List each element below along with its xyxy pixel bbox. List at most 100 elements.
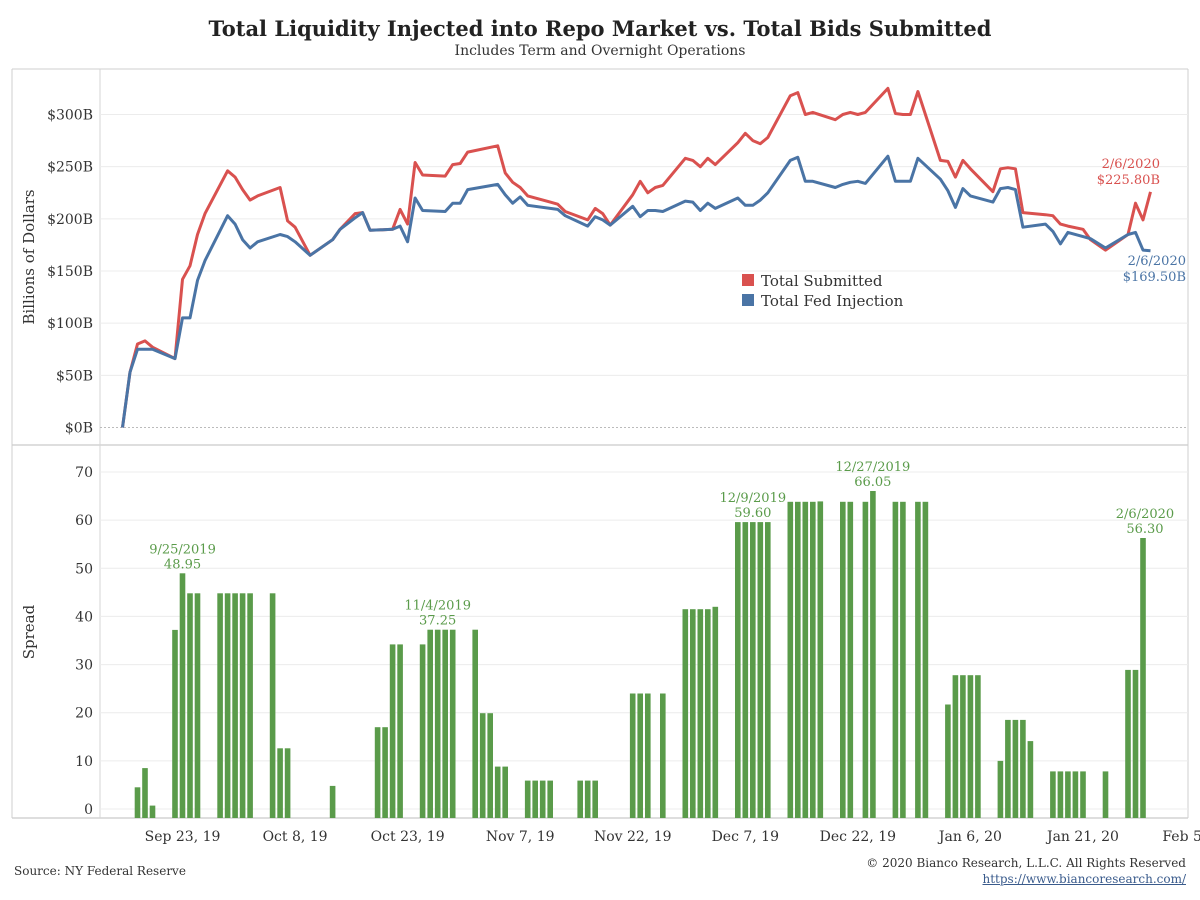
spread-bar [1125, 669, 1131, 818]
x-tick-label: Sep 23, 19 [145, 829, 221, 845]
spread-bar [419, 644, 426, 818]
spread-bar [922, 501, 929, 818]
spread-bar [892, 501, 899, 818]
spread-bar [750, 522, 756, 818]
spread-bar [194, 593, 201, 818]
spread-bar [179, 573, 186, 818]
chart-subtitle: Includes Term and Overnight Operations [454, 43, 746, 59]
spread-bar [269, 593, 276, 818]
bar-annotation-value: 48.95 [164, 557, 201, 572]
spread-bar [629, 693, 636, 818]
end-label-value: $225.80B [1097, 173, 1160, 188]
spread-bar [232, 593, 238, 818]
y-tick-label: 40 [75, 609, 93, 625]
spread-bar [472, 629, 478, 818]
spread-bar [479, 713, 486, 818]
spread-bar [960, 675, 966, 818]
spread-bar [592, 780, 598, 818]
bar-annotation-date: 12/9/2019 [719, 491, 786, 506]
spread-bar [1072, 771, 1079, 818]
spread-bar [142, 768, 148, 818]
spread-bar [1080, 771, 1086, 818]
spread-bar [915, 501, 921, 818]
spread-bar [389, 644, 396, 818]
spread-bar [1057, 771, 1064, 818]
spread-bar [1050, 771, 1056, 818]
legend-label: Total Fed Injection [761, 292, 904, 310]
spread-bar [862, 501, 869, 818]
spread-bar [817, 501, 824, 818]
spread-bar [945, 704, 951, 818]
x-tick-label: Dec 22, 19 [820, 829, 896, 845]
y-tick-label: 70 [75, 465, 93, 481]
x-tick-label: Nov 7, 19 [486, 829, 555, 845]
end-label-date: 2/6/2020 [1102, 157, 1160, 172]
spread-bar [787, 501, 794, 818]
series-line-total-fed-injection [121, 154, 1151, 428]
spread-bar [682, 609, 689, 818]
bar-annotation-value: 37.25 [419, 614, 456, 629]
end-label-value: $169.50B [1123, 270, 1186, 285]
bar-annotation-value: 59.60 [734, 506, 771, 521]
spread-bar [742, 522, 749, 818]
spread-bar [1132, 669, 1139, 818]
spread-bar [382, 727, 388, 818]
series-line-total-submitted [121, 86, 1152, 428]
y-axis-label: Spread [20, 604, 38, 659]
bar-annotation-value: 56.30 [1126, 522, 1163, 537]
y-tick-label: 10 [75, 754, 93, 770]
y-tick-label: 30 [75, 658, 93, 674]
y-tick-label: $0B [65, 421, 93, 437]
spread-bar [172, 629, 178, 818]
spread-bar [502, 766, 508, 818]
spread-bar [532, 780, 538, 818]
spread-bar [802, 501, 809, 818]
spread-bar [547, 780, 553, 818]
spread-bar [645, 693, 651, 818]
spread-bar [427, 629, 433, 818]
spread-bar [1102, 771, 1109, 818]
spread-bar [277, 748, 283, 818]
spread-bar [374, 727, 381, 818]
bar-annotation-date: 11/4/2019 [404, 599, 471, 614]
spread-bar [900, 501, 906, 818]
spread-bar [187, 593, 193, 818]
spread-bar [705, 609, 711, 818]
spread-bar [870, 491, 876, 818]
bar-annotation-date: 12/27/2019 [835, 460, 910, 475]
y-tick-label: $300B [47, 108, 93, 124]
spread-bar [134, 787, 141, 818]
spread-bar [494, 766, 501, 818]
x-tick-label: Jan 6, 20 [937, 829, 1002, 845]
spread-bar [1027, 741, 1034, 818]
chart-title: Total Liquidity Injected into Repo Marke… [208, 16, 992, 41]
spread-bar [690, 609, 696, 818]
spread-bar [660, 693, 666, 818]
website-link[interactable]: https://www.biancoresearch.com/ [982, 872, 1186, 886]
spread-bar [975, 675, 981, 818]
y-tick-label: $200B [47, 212, 93, 228]
y-axis-label: Billions of Dollars [20, 189, 38, 324]
spread-bar [524, 780, 531, 818]
spread-bar [1012, 719, 1019, 818]
y-tick-label: $250B [47, 160, 93, 176]
spread-bar [247, 593, 253, 818]
spread-bar [757, 522, 764, 818]
spread-bar [217, 593, 223, 818]
spread-bar [765, 522, 771, 818]
legend-label: Total Submitted [761, 272, 883, 290]
spread-bar [810, 501, 816, 818]
y-tick-label: 20 [75, 706, 93, 722]
y-tick-label: 0 [84, 802, 93, 818]
spread-bar [449, 629, 456, 818]
spread-bar [397, 644, 403, 818]
x-tick-label: Dec 7, 19 [712, 829, 779, 845]
x-tick-label: Oct 23, 19 [371, 829, 445, 845]
spread-bar [284, 748, 291, 818]
x-tick-label: Nov 22, 19 [594, 829, 672, 845]
spread-bar [1020, 719, 1026, 818]
spread-bar [442, 629, 448, 818]
spread-bar [847, 501, 854, 818]
spread-bar [487, 713, 493, 818]
